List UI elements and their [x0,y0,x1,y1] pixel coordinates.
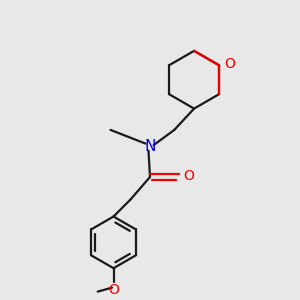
Text: O: O [108,284,119,297]
Text: N: N [144,139,156,154]
Text: O: O [183,169,194,183]
Text: O: O [225,57,236,71]
